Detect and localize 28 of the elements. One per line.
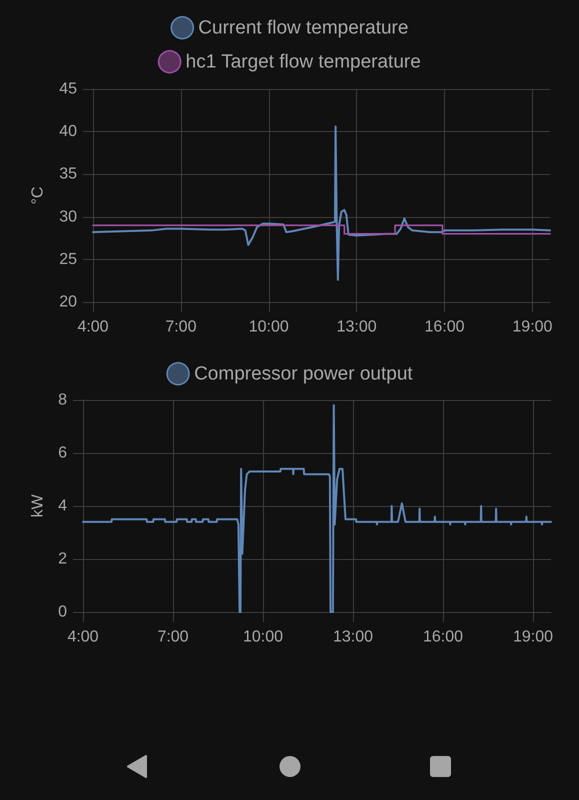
y-axis-title: kW [30, 494, 46, 518]
y-tick-label: 45 [59, 80, 78, 98]
y-tick-label: 0 [58, 604, 68, 620]
legend-label: hc1 Target flow temperature [186, 51, 421, 72]
y-tick-label: 2 [58, 550, 68, 568]
x-tick-label: 19:00 [512, 628, 554, 646]
y-tick-label: 30 [59, 208, 78, 226]
y-tick-label: 35 [59, 166, 78, 183]
y-tick-label: 8 [58, 392, 68, 408]
x-tick-label: 16:00 [422, 628, 464, 646]
x-tick-label: 10:00 [242, 628, 284, 646]
x-tick-label: 13:00 [332, 628, 374, 646]
x-tick-label: 7:00 [157, 628, 189, 646]
y-tick-label: 25 [59, 250, 78, 268]
legend-label: Compressor power output [194, 363, 414, 384]
x-tick-label: 19:00 [512, 318, 553, 336]
x-tick-label: 4:00 [77, 318, 109, 336]
x-tick-label: 4:00 [67, 628, 99, 646]
legend-label: Current flow temperature [198, 17, 408, 38]
x-tick-label: 10:00 [248, 318, 289, 336]
x-tick-label: 7:00 [165, 318, 197, 336]
y-axis-title: °C [30, 186, 46, 204]
x-tick-label: 16:00 [424, 318, 465, 336]
y-tick-label: 40 [59, 123, 78, 140]
y-tick-label: 4 [58, 498, 68, 514]
y-tick-label: 6 [58, 444, 68, 462]
x-tick-label: 13:00 [336, 318, 377, 336]
y-tick-label: 20 [59, 294, 78, 310]
